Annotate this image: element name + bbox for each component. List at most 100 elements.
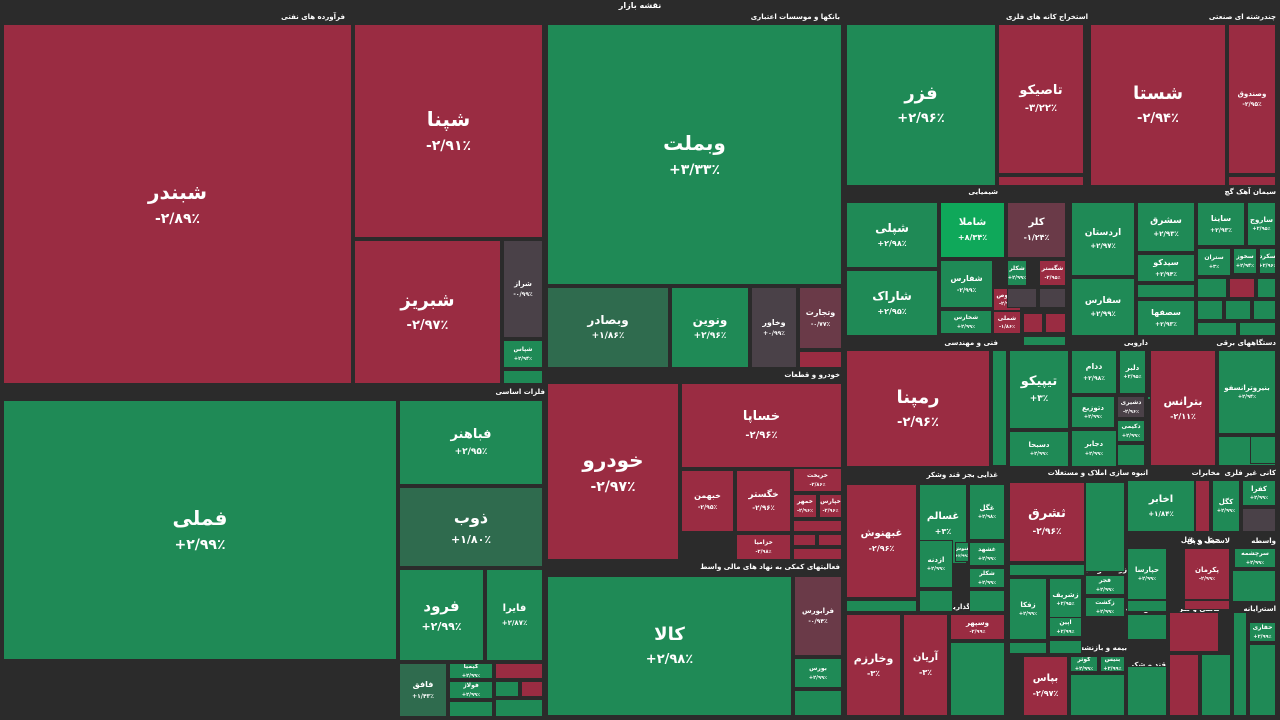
stock-tile[interactable]: شاراک +۲/۹۵٪	[846, 270, 938, 336]
stock-tile-small[interactable]	[1127, 614, 1167, 640]
stock-tile-small[interactable]	[1197, 300, 1223, 320]
stock-tile[interactable]: فباهنر +۲/۹۵٪	[399, 400, 543, 485]
stock-tile[interactable]: فرود +۲/۹۹٪	[399, 569, 484, 661]
stock-tile[interactable]: فزر +۲/۹۶٪	[846, 24, 996, 186]
stock-tile[interactable]: وبملت +۳/۳۳٪	[547, 24, 842, 285]
stock-tile-small[interactable]	[1184, 600, 1230, 610]
stock-tile-small[interactable]	[1127, 666, 1167, 716]
stock-tile[interactable]: زشریف +۲/۹۵٪	[1049, 578, 1082, 620]
stock-tile[interactable]: وصندوق -۲/۹۵٪	[1228, 24, 1276, 174]
stock-tile[interactable]: دلبر +۲/۹۵٪	[1119, 350, 1146, 394]
stock-tile[interactable]: زکشت +۲/۹۹٪	[1085, 597, 1125, 617]
stock-tile[interactable]: ساروج +۲/۹۵٪	[1247, 202, 1276, 246]
stock-tile-small[interactable]	[1232, 570, 1276, 602]
stock-tile-small[interactable]	[846, 600, 917, 612]
stock-tile[interactable]: شبریز -۲/۹۷٪	[354, 240, 501, 384]
stock-tile[interactable]: وخاور +۰/۹۹٪	[751, 287, 797, 368]
stock-tile-small[interactable]	[495, 699, 543, 717]
stock-tile-small[interactable]	[1197, 278, 1227, 298]
stock-tile-small[interactable]	[1242, 508, 1276, 532]
stock-tile[interactable]: سرچشمه +۲/۹۹٪	[1234, 548, 1276, 568]
stock-tile[interactable]: دکیمی +۲/۹۹٪	[1117, 420, 1145, 442]
stock-tile[interactable]: تاصیکو -۳/۲۲٪	[998, 24, 1084, 174]
stock-tile-small[interactable]	[1009, 564, 1085, 576]
stock-tile[interactable]: خمهر -۲/۹۶٪	[793, 494, 817, 518]
stock-tile-small[interactable]	[1045, 313, 1066, 333]
stock-tile[interactable]: آریان -۳٪	[903, 614, 948, 716]
stock-tile[interactable]: شپلی +۲/۹۸٪	[846, 202, 938, 268]
stock-tile[interactable]: سشرق +۲/۹۳٪	[1137, 202, 1195, 252]
stock-tile[interactable]: شخارس +۲/۹۹٪	[940, 310, 992, 334]
stock-tile[interactable]: ونوین +۲/۹۶٪	[671, 287, 749, 368]
stock-tile[interactable]: اردستان +۲/۹۷٪	[1071, 202, 1135, 276]
stock-tile-small[interactable]	[1195, 480, 1210, 532]
stock-tile[interactable]: پکرمان -۲/۹۹٪	[1184, 548, 1230, 600]
stock-tile-small[interactable]	[1127, 600, 1167, 612]
stock-tile[interactable]: رمپنا -۲/۹۶٪	[846, 350, 990, 467]
stock-tile[interactable]: فولاژ +۲/۹۹٪	[449, 681, 493, 699]
stock-tile[interactable]: بترانس -۲/۱۱٪	[1150, 350, 1216, 466]
stock-tile[interactable]: شبندر -۲/۸۹٪	[3, 24, 352, 384]
stock-tile[interactable]: غنوش +۲/۹۹٪	[955, 542, 969, 562]
stock-tile-small[interactable]	[1117, 444, 1145, 466]
stock-tile[interactable]: تیپیکو +۳٪	[1009, 350, 1069, 429]
stock-tile[interactable]: بپاس -۲/۹۷٪	[1023, 656, 1068, 716]
stock-tile[interactable]: دسبحا +۲/۹۹٪	[1009, 431, 1069, 467]
stock-tile-small[interactable]	[998, 176, 1084, 186]
stock-tile[interactable]: غبهنوش -۲/۹۶٪	[846, 484, 917, 598]
stock-tile[interactable]: خبهمن -۲/۹۵٪	[681, 470, 734, 532]
stock-tile-small[interactable]	[1137, 284, 1195, 298]
stock-tile[interactable]: غشهد +۲/۹۹٪	[969, 542, 1005, 566]
stock-tile[interactable]: کگل +۲/۹۹٪	[1212, 480, 1240, 532]
stock-tile-small[interactable]	[1085, 482, 1125, 572]
stock-tile[interactable]: ستران +۳٪	[1197, 248, 1231, 276]
stock-tile-small[interactable]	[521, 681, 543, 697]
stock-tile[interactable]: کوثر +۲/۹۹٪	[1070, 656, 1098, 672]
stock-tile[interactable]: دجابر +۲/۹۹٪	[1071, 430, 1117, 467]
stock-tile-small[interactable]	[1250, 436, 1276, 464]
stock-tile[interactable]: خپارس -۲/۹۶٪	[819, 494, 842, 518]
stock-tile[interactable]: وسپهر -۲/۹۹٪	[950, 614, 1005, 640]
stock-tile[interactable]: ثشرق -۲/۹۶٪	[1009, 482, 1085, 562]
stock-tile-small[interactable]	[1169, 612, 1219, 652]
stock-tile[interactable]: خساپا -۲/۹۶٪	[681, 383, 842, 468]
stock-tile[interactable]: سصفها +۲/۹۳٪	[1137, 300, 1195, 336]
stock-tile-small[interactable]	[1228, 176, 1276, 186]
stock-tile-small[interactable]	[1023, 336, 1066, 346]
stock-tile-small[interactable]	[1147, 396, 1151, 400]
stock-tile-small[interactable]	[1169, 654, 1199, 716]
stock-tile-small[interactable]	[1070, 674, 1125, 716]
stock-tile[interactable]: بورس +۲/۹۹٪	[794, 658, 842, 688]
stock-tile-small[interactable]	[799, 351, 842, 368]
stock-tile-small[interactable]	[503, 370, 543, 384]
stock-tile-small[interactable]	[1201, 654, 1231, 716]
stock-tile-small[interactable]	[793, 548, 842, 560]
stock-tile[interactable]: کالا +۲/۹۸٪	[547, 576, 792, 716]
stock-tile[interactable]: خزامیا -۲/۹۸٪	[736, 534, 791, 560]
stock-tile-small[interactable]	[919, 590, 953, 612]
stock-tile[interactable]: فملی +۲/۹۹٪	[3, 400, 397, 660]
stock-tile[interactable]: فجر +۲/۹۹٪	[1085, 575, 1125, 595]
stock-tile[interactable]: شاملا +۸/۳۴٪	[940, 202, 1005, 258]
stock-tile-small[interactable]	[1253, 300, 1276, 320]
stock-tile[interactable]: فایرا +۲/۸۷٪	[486, 569, 543, 661]
stock-tile-small[interactable]	[818, 534, 842, 546]
stock-tile[interactable]: شپنا -۲/۹۱٪	[354, 24, 543, 238]
stock-tile[interactable]: خودرو -۲/۹۷٪	[547, 383, 679, 560]
stock-tile[interactable]: سخوز +۲/۹۴٪	[1233, 248, 1257, 274]
stock-tile[interactable]: شکلر +۲/۹۹٪	[1007, 260, 1027, 286]
stock-tile[interactable]: اپین +۲/۹۹٪	[1049, 617, 1082, 637]
stock-tile-small[interactable]	[1257, 278, 1276, 298]
stock-tile[interactable]: فرابورس -۰/۹۴٪	[794, 576, 842, 656]
stock-tile[interactable]: اخابر +۱/۸۴٪	[1127, 480, 1195, 532]
stock-tile[interactable]: شستا -۲/۹۴٪	[1090, 24, 1226, 186]
stock-tile-small[interactable]	[495, 663, 543, 679]
stock-tile[interactable]: خگستر -۲/۹۶٪	[736, 470, 791, 532]
stock-tile-small[interactable]	[793, 520, 842, 532]
stock-tile-small[interactable]	[495, 681, 519, 697]
stock-tile[interactable]: غگل +۲/۹۸٪	[969, 484, 1005, 540]
stock-tile[interactable]: شراز -۰/۹۹٪	[503, 240, 543, 338]
stock-tile[interactable]: شملی -۱/۸۶٪	[993, 311, 1021, 334]
stock-tile[interactable]: سکرد +۲/۹۶٪	[1259, 248, 1276, 274]
stock-tile-small[interactable]	[1023, 313, 1043, 333]
